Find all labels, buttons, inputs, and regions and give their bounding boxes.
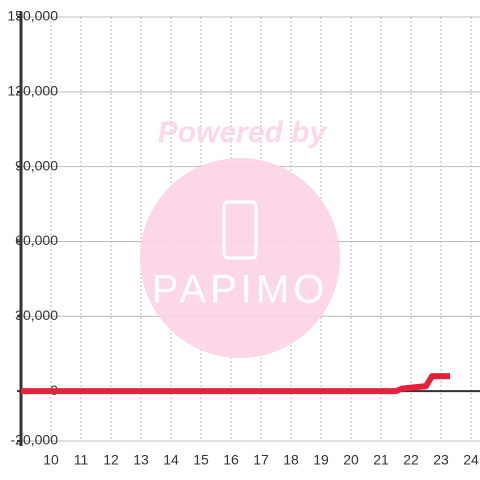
line [21, 373, 450, 395]
x-tick-label: 22 [403, 452, 419, 468]
x-tick-label: 12 [103, 452, 119, 468]
x-tick-label: 10 [43, 452, 59, 468]
watermark-title: Powered by [158, 116, 328, 149]
x-tick-label: 14 [163, 452, 179, 468]
x-tick-label: 15 [193, 452, 209, 468]
y-tick-label: 60,000 [15, 232, 58, 248]
x-tick-label: 11 [74, 452, 89, 468]
y-tick-label: 90,000 [15, 157, 58, 173]
x-tick-label: 13 [133, 452, 149, 468]
watermark-icon [222, 200, 258, 260]
x-tick-label: 20 [343, 452, 359, 468]
y-tick-label: -20,000 [11, 432, 59, 448]
x-tick-label: 21 [373, 452, 389, 468]
x-tick-label: 18 [283, 452, 299, 468]
x-tick-label: 24 [463, 452, 479, 468]
watermark: Powered by PAPIMO [140, 116, 340, 358]
y-tick-label: 30,000 [15, 307, 58, 323]
x-tick-label: 23 [433, 452, 449, 468]
y-tick-label: 120,000 [7, 83, 58, 99]
y-tick-label: 150,000 [7, 8, 58, 24]
x-tick-label: 17 [253, 452, 269, 468]
watermark-brand: PAPIMO [152, 268, 329, 312]
x-tick-label: 16 [223, 452, 239, 468]
x-tick-label: 19 [313, 452, 329, 468]
